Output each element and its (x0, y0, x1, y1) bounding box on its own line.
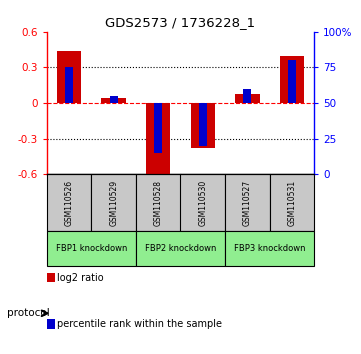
Bar (65, 68, 73, 103)
Bar (136, 174, 180, 231)
Bar (235, 93, 260, 103)
Bar (146, 103, 170, 180)
Text: FBP2 knockdown: FBP2 knockdown (145, 244, 216, 253)
Bar (101, 98, 126, 103)
Bar (288, 60, 296, 103)
Title: GDS2573 / 1736228_1: GDS2573 / 1736228_1 (105, 16, 256, 29)
Bar (136, 231, 225, 266)
Bar (110, 96, 118, 103)
Text: FBP3 knockdown: FBP3 knockdown (234, 244, 305, 253)
Text: GSM110531: GSM110531 (287, 180, 296, 226)
Text: GSM110529: GSM110529 (109, 180, 118, 226)
Bar (199, 103, 207, 146)
Bar (57, 51, 82, 103)
Text: percentile rank within the sample: percentile rank within the sample (57, 319, 222, 329)
Text: protocol: protocol (7, 308, 50, 318)
Text: GSM110530: GSM110530 (198, 180, 207, 226)
Bar (225, 174, 270, 231)
Bar (191, 103, 215, 148)
Bar (243, 89, 251, 103)
Text: log2 ratio: log2 ratio (57, 273, 104, 282)
Bar (225, 231, 314, 266)
Bar (47, 231, 136, 266)
Text: GSM110526: GSM110526 (65, 180, 74, 226)
Bar (154, 103, 162, 153)
Text: FBP1 knockdown: FBP1 knockdown (56, 244, 127, 253)
Bar (270, 174, 314, 231)
Text: GSM110528: GSM110528 (154, 180, 163, 226)
Bar (91, 174, 136, 231)
Bar (279, 56, 304, 103)
Text: GSM110527: GSM110527 (243, 180, 252, 226)
Bar (47, 174, 91, 231)
Bar (180, 174, 225, 231)
